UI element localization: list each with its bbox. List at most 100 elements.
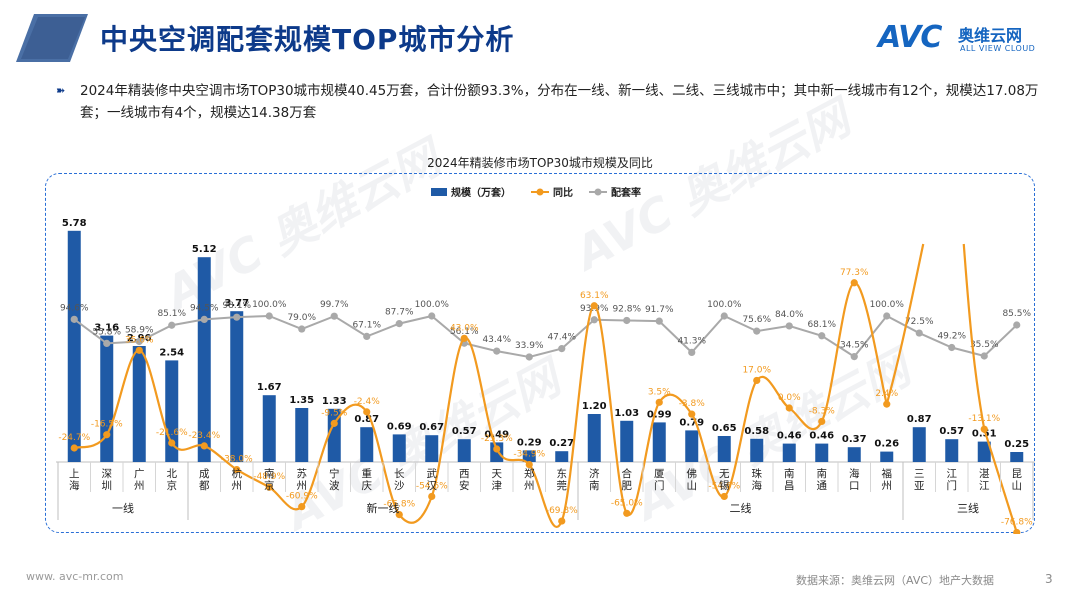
- yoy-data-label: -23.4%: [188, 431, 220, 441]
- ratio-point: [818, 332, 826, 340]
- ratio-point: [948, 343, 956, 352]
- bar-data-label: 3.16: [94, 323, 119, 334]
- bar-data-label: 0.87: [907, 414, 932, 425]
- yoy-point: [330, 419, 338, 427]
- ratio-data-label: 49.2%: [937, 331, 966, 341]
- yoy-data-label: -3.8%: [679, 399, 706, 409]
- bar-data-label: 0.49: [484, 429, 509, 440]
- yoy-data-label: 43.0%: [450, 323, 479, 333]
- yoy-point: [233, 465, 241, 474]
- yoy-data-label: -25.3%: [481, 434, 513, 444]
- yoy-point: [590, 302, 598, 310]
- legend-swatch-scale: [431, 188, 447, 196]
- footer-website: www. avc-mr.com: [26, 570, 124, 583]
- bar: [425, 435, 439, 462]
- yoy-data-label: -38.0%: [221, 455, 253, 465]
- bar-data-label: 0.46: [809, 431, 834, 442]
- ratio-point: [883, 312, 891, 320]
- bar: [977, 441, 991, 462]
- bar: [587, 414, 601, 462]
- bar-data-label: 5.78: [62, 218, 87, 229]
- ratio-point: [785, 322, 793, 330]
- yoy-data-label: -65.8%: [383, 500, 415, 510]
- x-tick-label: 州: [297, 480, 308, 492]
- yoy-data-label: 17.0%: [742, 365, 771, 375]
- yoy-data-label: -16.5%: [91, 420, 123, 430]
- bar: [295, 408, 309, 462]
- logo-english-name: ALL VIEW CLOUD: [960, 44, 1036, 53]
- bar-data-label: 0.46: [777, 431, 802, 442]
- yoy-point: [785, 404, 793, 412]
- ratio-data-label: 56.1%: [450, 327, 479, 337]
- bar-data-label: 1.35: [289, 395, 314, 406]
- yoy-data-label: 35.6%: [125, 335, 154, 345]
- x-tick-label: 重: [362, 467, 373, 480]
- x-tick-label: 佛: [687, 467, 698, 480]
- bar: [262, 395, 276, 462]
- ratio-point: [590, 316, 598, 324]
- page-number: 3: [1045, 572, 1053, 586]
- x-tick-label: 门: [654, 479, 665, 492]
- x-tick-label: 亚: [914, 480, 925, 492]
- page-title: 中央空调配套规模TOP城市分析: [100, 23, 515, 56]
- yoy-point: [265, 483, 273, 491]
- ratio-data-label: 68.1%: [807, 320, 836, 330]
- x-tick-label: 津: [492, 480, 503, 492]
- x-tick-label: 都: [199, 480, 210, 492]
- x-tick-label: 沙: [394, 480, 405, 492]
- x-tick-label: 西: [459, 468, 470, 480]
- x-tick-label: 福: [882, 467, 893, 480]
- x-tick-label: 波: [329, 479, 340, 492]
- bar: [457, 439, 471, 462]
- yoy-point: [720, 492, 728, 501]
- yoy-data-label: -65.0%: [611, 498, 643, 508]
- x-tick-label: 郑: [524, 467, 535, 480]
- yoy-point: [103, 431, 111, 439]
- x-tick-label: 东: [557, 467, 568, 480]
- ratio-point: [70, 315, 78, 323]
- x-tick-label: 京: [264, 479, 275, 492]
- bar: [132, 346, 146, 462]
- ratio-data-label: 87.7%: [385, 308, 414, 318]
- yoy-point: [883, 400, 891, 408]
- yoy-point: [558, 517, 566, 525]
- yoy-data-label: -48.9%: [253, 472, 285, 482]
- ratio-point: [655, 317, 663, 325]
- group-label: 新一线: [367, 501, 400, 515]
- x-tick-label: 南: [817, 467, 828, 480]
- bar-data-label: 1.33: [322, 396, 347, 407]
- ratio-data-label: 100.0%: [415, 300, 450, 310]
- ratio-data-label: 41.3%: [677, 336, 706, 346]
- x-tick-label: 北: [167, 468, 178, 480]
- bar-data-label: 1.67: [257, 382, 282, 393]
- ratio-data-label: 100.0%: [707, 300, 742, 310]
- ratio-point: [980, 352, 988, 360]
- yoy-point: [525, 460, 533, 469]
- yoy-data-label: -54.6%: [708, 481, 740, 491]
- x-tick-label: 锡: [719, 479, 730, 492]
- bar-data-label: 0.65: [712, 423, 737, 434]
- x-tick-label: 上: [69, 468, 80, 480]
- legend-label-scale: 规模（万套）: [451, 186, 511, 199]
- yoy-data-label: 77.3%: [840, 268, 869, 278]
- bar-data-label: 1.03: [614, 408, 639, 419]
- yoy-data-label: -2.4%: [354, 397, 381, 407]
- bar: [880, 451, 894, 462]
- bar: [100, 335, 114, 462]
- x-tick-label: 山: [687, 480, 698, 492]
- legend-label-ratio: 配套率: [611, 186, 641, 199]
- ratio-point: [753, 327, 761, 335]
- avc-logo: AVC 奥维云网 ALL VIEW CLOUD: [878, 20, 1058, 60]
- x-tick-label: 宁: [329, 467, 340, 480]
- x-tick-label: 江: [947, 468, 958, 480]
- bar-data-label: 0.87: [354, 414, 379, 425]
- yoy-data-label: -34.9%: [513, 450, 545, 460]
- bar: [620, 420, 634, 462]
- bar: [685, 430, 699, 462]
- yoy-point: [298, 503, 306, 511]
- x-tick-label: 圳: [102, 480, 113, 492]
- combo-chart: 规模（万套）同比配套率5.783.162.902.545.123.771.671…: [56, 186, 1035, 534]
- bar-data-label: 0.99: [647, 409, 672, 420]
- footer-source: 数据来源：奥维云网（AVC）地产大数据: [796, 574, 995, 587]
- bar: [360, 427, 374, 462]
